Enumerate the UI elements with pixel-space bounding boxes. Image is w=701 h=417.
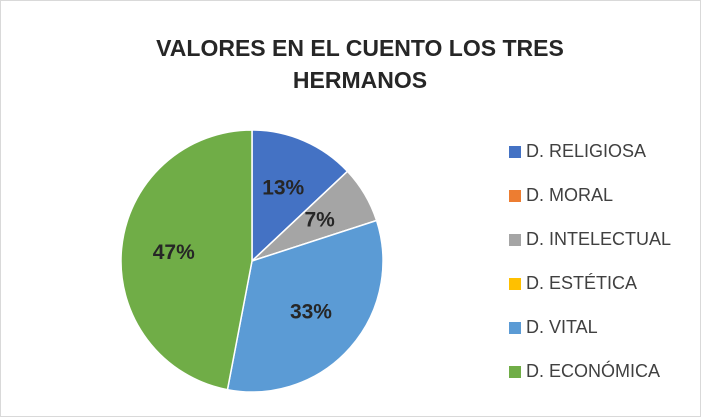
legend-label: D. ESTÉTICA [526,273,637,293]
legend-swatch [509,190,521,202]
chart-title: VALORES EN EL CUENTO LOS TRES HERMANOS [156,35,564,93]
legend-label: D. VITAL [526,317,598,337]
legend-label: D. RELIGIOSA [526,141,646,161]
pie-slice [251,129,349,263]
data-label: 13% [262,176,304,199]
data-label: 47% [153,241,195,264]
pie-slice [120,129,253,391]
pie-slice [226,219,384,393]
legend-label: D. ECONÓMICA [526,360,660,381]
legend-swatch [509,278,521,290]
data-label: 7% [304,209,335,232]
legend-label: D. INTELECTUAL [526,229,671,249]
legend-swatch [509,322,521,334]
legend-swatch [509,366,521,378]
legend-label: D. MORAL [526,185,613,205]
legend-swatch [509,234,521,246]
legend-swatch [509,146,521,158]
data-label: 33% [290,301,332,324]
